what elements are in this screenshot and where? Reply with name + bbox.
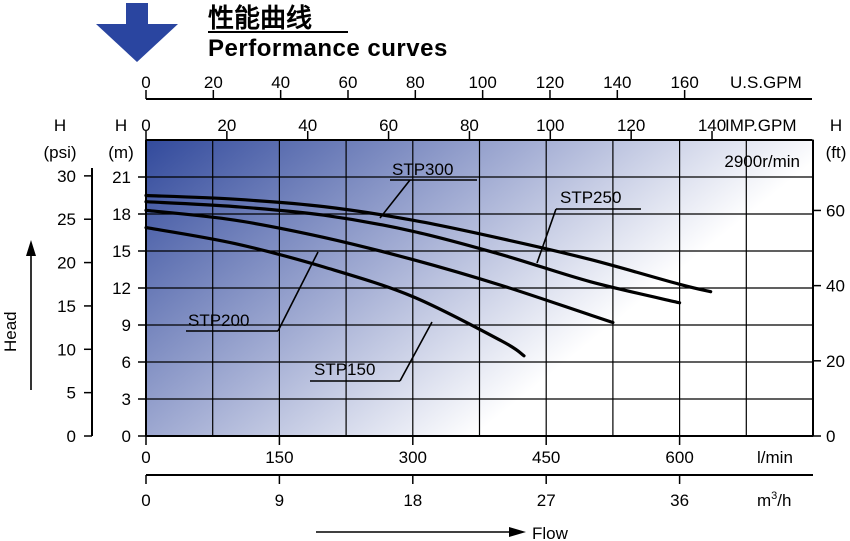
l-min-tick-label: 150 — [265, 448, 293, 467]
series-label-stp200: STP200 — [188, 311, 249, 330]
us-gpm-tick-label: 100 — [468, 73, 496, 92]
imp-gpm-tick-label: 80 — [460, 116, 479, 135]
unit-us-gpm: U.S.GPM — [730, 73, 802, 92]
unit-l-min: l/min — [757, 448, 793, 467]
flow-axis-title: Flow — [316, 524, 569, 541]
xlabel-flow: Flow — [532, 524, 569, 541]
m3h-tick-label: 36 — [670, 491, 689, 510]
curves — [144, 193, 713, 358]
head-psi-tick-label: 10 — [57, 340, 76, 359]
axis-imp-gpm: 0 20 40 60 80 100 120 140 — [141, 116, 812, 141]
imp-gpm-tick-label: 60 — [379, 116, 398, 135]
us-gpm-tick-label: 40 — [271, 73, 290, 92]
us-gpm-tick-label: 160 — [670, 73, 698, 92]
us-gpm-tick-label: 0 — [141, 73, 150, 92]
head-m-symbol: H — [115, 116, 127, 135]
head-m-tick-label: 18 — [112, 205, 131, 224]
m3h-tick-label: 18 — [403, 491, 422, 510]
callout-stp300: STP300 — [379, 160, 477, 219]
head-psi-tick-label: 25 — [57, 210, 76, 229]
axis-head-psi: 0 5 10 15 20 25 30 — [57, 167, 93, 446]
title-chinese: 性能曲线 — [208, 3, 312, 33]
callout-stp250: STP250 — [536, 188, 641, 264]
head-m-tick-label: 12 — [112, 279, 131, 298]
callout-stp200: STP200 — [186, 251, 319, 332]
axis-us-gpm: 0 20 40 60 80 100 120 140 160 — [141, 73, 812, 100]
imp-gpm-tick-label: 0 — [141, 116, 150, 135]
head-ft-tick-label: 0 — [826, 427, 835, 446]
unit-imp-gpm: IMP.GPM — [725, 116, 796, 135]
us-gpm-tick-label: 20 — [204, 73, 223, 92]
head-m-tick-label: 9 — [122, 316, 131, 335]
us-gpm-tick-label: 140 — [603, 73, 631, 92]
head-psi-tick-label: 20 — [57, 254, 76, 273]
axis-head-m: 0 3 6 9 12 15 18 21 — [112, 140, 147, 446]
ylabel-head: Head — [1, 311, 20, 352]
head-axis-title: Head — [1, 240, 36, 390]
m3h-tick-label: 0 — [141, 491, 150, 510]
imp-gpm-tick-label: 40 — [298, 116, 317, 135]
head-psi-tick-label: 15 — [57, 297, 76, 316]
imp-gpm-tick-label: 120 — [617, 116, 645, 135]
head-m-tick-label: 15 — [112, 242, 131, 261]
arrow-right-icon — [509, 527, 526, 537]
head-psi-unit: (psi) — [43, 143, 76, 162]
l-min-tick-label: 300 — [399, 448, 427, 467]
title-english: Performance curves — [208, 35, 448, 62]
curve-stp150 — [144, 226, 526, 358]
axis-m3-h: 0 9 18 27 36 — [141, 474, 813, 510]
head-m-tick-label: 0 — [122, 427, 131, 446]
head-m-tick-label: 21 — [112, 168, 131, 187]
series-label-stp300: STP300 — [392, 160, 453, 179]
head-ft-symbol: H — [830, 116, 842, 135]
axis-l-min: 0 150 300 450 600 — [141, 435, 813, 467]
speed-label: 2900r/min — [724, 152, 800, 171]
curve-stp300 — [144, 193, 713, 294]
head-psi-tick-label: 30 — [57, 167, 76, 186]
head-ft-tick-label: 40 — [826, 277, 845, 296]
series-label-stp150: STP150 — [314, 360, 375, 379]
series-label-stp250: STP250 — [560, 188, 621, 207]
head-m-unit: (m) — [108, 143, 133, 162]
imp-gpm-tick-label: 20 — [217, 116, 236, 135]
imp-gpm-tick-label: 100 — [536, 116, 564, 135]
imp-gpm-tick-label: 140 — [698, 116, 726, 135]
l-min-tick-label: 450 — [532, 448, 560, 467]
head-m-tick-label: 6 — [122, 353, 131, 372]
head-ft-tick-label: 20 — [826, 352, 845, 371]
l-min-tick-label: 0 — [141, 448, 150, 467]
l-min-tick-label: 600 — [665, 448, 693, 467]
curve-stp200 — [144, 208, 615, 325]
us-gpm-tick-label: 80 — [406, 73, 425, 92]
callout-stp150: STP150 — [310, 321, 433, 382]
head-m-tick-label: 3 — [122, 390, 131, 409]
m3h-tick-label: 27 — [537, 491, 556, 510]
head-psi-tick-label: 0 — [67, 427, 76, 446]
us-gpm-tick-label: 60 — [339, 73, 358, 92]
head-psi-symbol: H — [54, 116, 66, 135]
head-ft-unit: (ft) — [826, 143, 847, 162]
us-gpm-tick-label: 120 — [536, 73, 564, 92]
down-arrow-icon — [96, 3, 178, 62]
unit-m3-h: m3/h — [757, 490, 791, 510]
curve-stp250 — [144, 200, 682, 305]
axis-head-ft: 0 20 40 60 — [812, 140, 845, 446]
m3h-tick-label: 9 — [275, 491, 284, 510]
arrow-up-icon — [26, 240, 36, 256]
head-psi-tick-label: 5 — [67, 384, 76, 403]
head-ft-tick-label: 60 — [826, 201, 845, 220]
